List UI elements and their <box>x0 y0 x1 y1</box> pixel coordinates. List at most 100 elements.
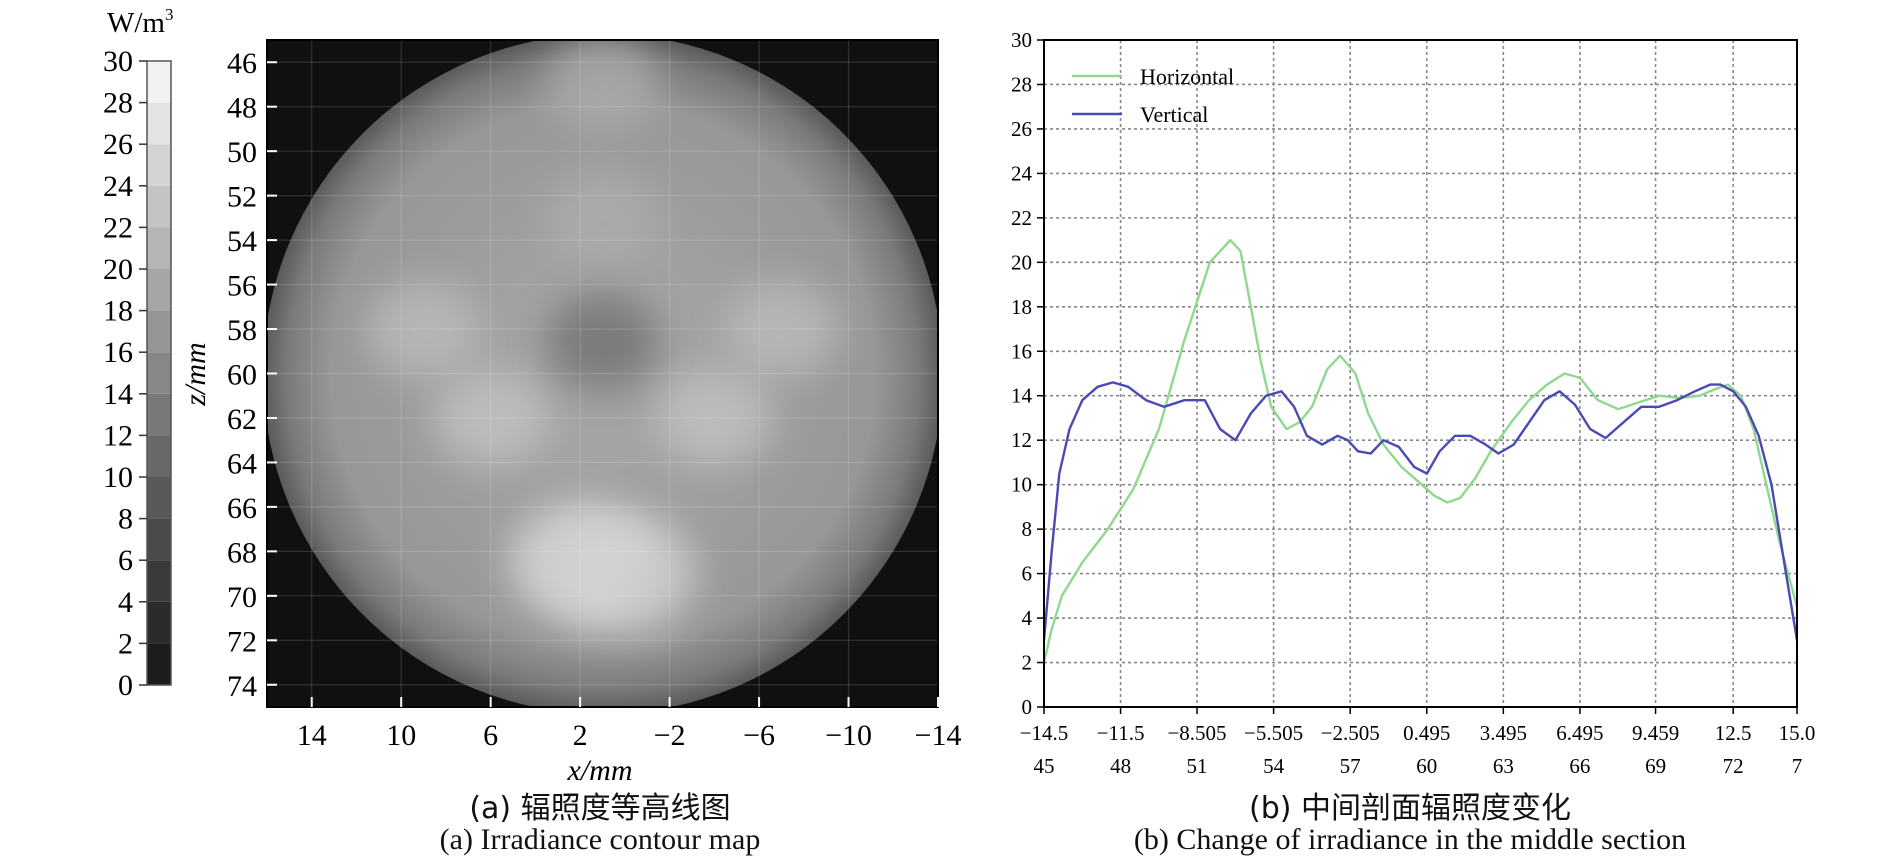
colorbar-step <box>147 477 171 519</box>
contour-map-y-tick-label: 46 <box>227 47 257 80</box>
contour-map-y-tick-label: 66 <box>227 492 257 525</box>
line-chart-frame <box>1043 39 1798 708</box>
irradiance-blobs <box>365 40 840 634</box>
line-chart-y-tick-label: 6 <box>1022 562 1033 586</box>
legend-label-horizontal: Horizontal <box>1140 64 1234 89</box>
contour-map-x-tick-label: 2 <box>573 719 588 752</box>
colorbar-step <box>147 102 171 145</box>
line-chart-x2-tick-label: 60 <box>1416 754 1437 778</box>
colorbar-step <box>147 310 171 353</box>
irradiance-blob <box>544 292 661 389</box>
colorbar-step <box>147 601 171 644</box>
line-chart-y-tick-label: 26 <box>1011 117 1032 141</box>
colorbar-unit-label: W/m3 <box>107 5 174 39</box>
caption-b-english: (b) Change of irradiance in the middle s… <box>1133 823 1687 856</box>
contour-map-x-axis-label: x/mm <box>567 754 633 787</box>
line-chart-x-tick-label: 12.5 <box>1715 721 1752 745</box>
line-chart-x2-tick-label: 72 <box>1723 754 1744 778</box>
contour-map-x-tick-label: −14 <box>915 719 962 752</box>
contour-map-y-tick-label: 50 <box>227 136 257 169</box>
line-chart-y-tick-label: 4 <box>1022 606 1033 630</box>
contour-map-y-tick-label: 74 <box>227 670 257 703</box>
series-line-horizontal <box>1044 238 1797 664</box>
line-chart-series <box>1044 238 1797 664</box>
colorbar-step <box>147 643 171 685</box>
irradiance-blob <box>544 169 661 266</box>
line-chart-x2-tick-label: 66 <box>1569 754 1590 778</box>
contour-map-y-tick-label: 58 <box>227 314 257 347</box>
colorbar-step <box>147 61 171 103</box>
legend-label-vertical: Vertical <box>1140 102 1208 127</box>
line-chart-x-tick-label: 0.495 <box>1403 721 1450 745</box>
contour-map-y-axis-label: z/mm <box>179 342 212 406</box>
line-chart-legend: Horizontal Vertical <box>1072 64 1234 127</box>
colorbar-tick-label: 24 <box>103 170 133 203</box>
line-chart-y-tick-label: 2 <box>1022 651 1033 675</box>
contour-map-y-tick-label: 56 <box>227 270 257 303</box>
contour-map-x-tick-label: −6 <box>743 719 775 752</box>
contour-map-y-tick-label: 62 <box>227 403 257 436</box>
colorbar-tick-label: 6 <box>118 544 133 577</box>
line-chart-y-tick-label: 30 <box>1011 28 1032 52</box>
colorbar-tick-label: 4 <box>118 586 133 619</box>
colorbar-tick-label: 22 <box>103 211 133 244</box>
contour-map-x-tick-label: −10 <box>825 719 872 752</box>
caption-a-chinese: (a) 辐照度等高线图 <box>469 791 731 826</box>
contour-map-x-tick-label: −2 <box>654 719 686 752</box>
line-chart-y-tick-label: 28 <box>1011 72 1032 96</box>
colorbar-step <box>147 144 171 186</box>
contour-map-y-tick-label: 70 <box>227 581 257 614</box>
irradiance-blob <box>656 369 772 466</box>
contour-map-x-tick-label: 14 <box>297 719 327 752</box>
colorbar-steps <box>146 60 172 686</box>
contour-map-y-ticks: 46 48 50 52 54 56 58 60 62 64 66 68 70 72 74 <box>227 47 277 703</box>
colorbar-step <box>147 269 171 311</box>
colorbar-tick-label: 8 <box>118 503 133 536</box>
irradiance-blob <box>365 281 482 378</box>
colorbar-tick-label: 20 <box>103 253 133 286</box>
colorbar-frame <box>146 60 172 686</box>
colorbar-tick-label: 0 <box>118 669 133 702</box>
line-chart-x2-tick-label: 45 <box>1034 754 1055 778</box>
line-chart-y-tick-label: 18 <box>1011 295 1032 319</box>
line-chart-y-tick-label: 8 <box>1022 517 1033 541</box>
line-chart-x2-tick-label: 48 <box>1110 754 1131 778</box>
colorbar-tick-label: 14 <box>103 378 133 411</box>
line-chart-x2-tick-label: 69 <box>1645 754 1666 778</box>
contour-map: 14 10 6 2 −2 −6 −10 −14 46485052545658606264666… <box>179 39 962 787</box>
line-chart-y-tick-label: 0 <box>1022 695 1033 719</box>
line-chart-x-tick-label: −14.5 <box>1020 721 1069 745</box>
irradiance-blob <box>433 369 549 466</box>
colorbar-step <box>147 352 171 394</box>
line-chart-x-tick-label: −5.505 <box>1244 721 1303 745</box>
line-chart-x2-tick-label: 57 <box>1340 754 1361 778</box>
line-chart-y-tick-label: 20 <box>1011 250 1032 274</box>
colorbar-tick-label: 30 <box>103 45 133 78</box>
irradiance-blob <box>723 281 840 378</box>
colorbar-step <box>147 435 171 477</box>
line-chart-x2-tick-label: 7 <box>1792 754 1803 778</box>
colorbar-step <box>147 227 171 269</box>
line-chart-x2-tick-label: 63 <box>1493 754 1514 778</box>
contour-map-y-tick-label: 60 <box>227 359 257 392</box>
colorbar-tick-label: 12 <box>103 419 133 452</box>
line-chart-x-tick-label: 6.495 <box>1556 721 1603 745</box>
colorbar-tick-label: 16 <box>103 336 133 369</box>
colorbar-step <box>147 185 171 228</box>
contour-map-y-tick-label: 68 <box>227 536 257 569</box>
contour-map-y-tick-label: 64 <box>227 447 257 480</box>
line-chart-y-tick-label: 24 <box>1011 161 1033 185</box>
line-chart-x-tick-label: −8.505 <box>1167 721 1226 745</box>
line-chart-x2-tick-label: 54 <box>1263 754 1285 778</box>
colorbar-unit-superscript: 3 <box>165 5 174 24</box>
caption-a-english: (a) Irradiance contour map <box>439 823 761 856</box>
colorbar-tick-label: 18 <box>103 295 133 328</box>
contour-map-grid <box>267 40 938 707</box>
line-chart-y-tick-label: 12 <box>1011 428 1032 452</box>
colorbar-tick-label: 10 <box>103 461 133 494</box>
series-line-vertical <box>1044 381 1797 642</box>
